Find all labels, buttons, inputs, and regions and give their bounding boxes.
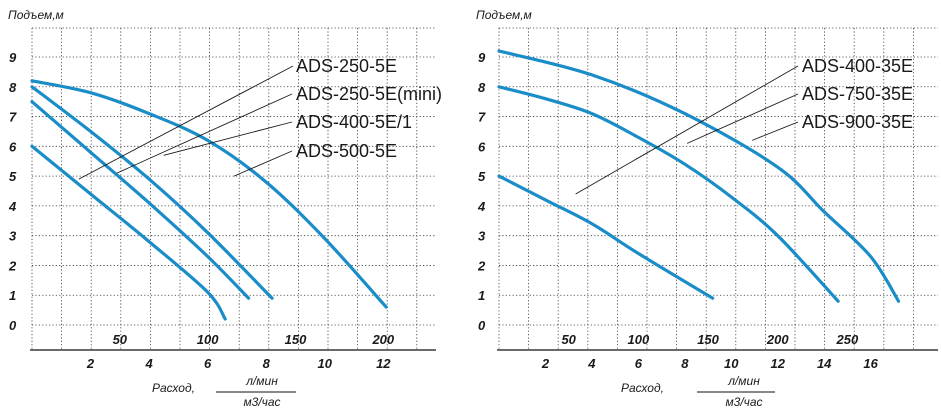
x-tick-label-m3h: 4	[587, 356, 596, 371]
series-label: ADS-400-5E/1	[296, 112, 412, 132]
y-axis-title: Подъем,м	[476, 8, 532, 22]
leader-line	[163, 121, 293, 156]
x-tick-label-m3h: 2	[541, 356, 550, 371]
y-tick-label: 1	[9, 288, 16, 303]
y-tick-label: 5	[9, 169, 17, 184]
y-axis-title: Подъем,м	[8, 8, 64, 22]
series-curve-ADS-900-35E	[497, 49, 901, 303]
x-unit-m3h: м3/час	[725, 395, 762, 409]
y-tick-label: 8	[478, 80, 486, 95]
x-tick-label-lmin: 50	[113, 332, 128, 347]
x-tick-label-m3h: 6	[635, 356, 643, 371]
series-curve-ADS-750-35E	[497, 85, 840, 303]
x-tick-label-lmin: 200	[766, 332, 789, 347]
x-axis-title: Расход,	[152, 381, 195, 395]
series-label: ADS-750-35E	[802, 84, 913, 104]
y-tick-label: 8	[9, 80, 17, 95]
series-label: ADS-400-35E	[802, 56, 913, 76]
y-tick-label: 3	[9, 229, 17, 244]
x-tick-label-m3h: 10	[724, 356, 739, 371]
series-curve-ADS-400-5E/1	[30, 85, 274, 300]
x-tick-label-m3h: 8	[681, 356, 689, 371]
x-tick-label-m3h: 10	[318, 356, 333, 371]
leader-line	[752, 121, 799, 141]
x-unit-lmin: л/мин	[727, 374, 760, 388]
x-unit-m3h: м3/час	[243, 395, 280, 409]
y-tick-label: 2	[477, 258, 486, 273]
leader-line	[78, 65, 294, 180]
y-tick-label: 0	[9, 318, 17, 333]
x-tick-label-lmin: 150	[697, 332, 719, 347]
series-curve-ADS-500-5E	[30, 79, 388, 309]
x-tick-label-lmin: 200	[371, 332, 394, 347]
x-tick-label-lmin: 250	[836, 332, 859, 347]
x-axis-title: Расход,	[621, 381, 664, 395]
y-tick-label: 7	[9, 110, 17, 125]
y-tick-label: 5	[478, 169, 486, 184]
series-curve-ADS-250-5E	[30, 144, 227, 321]
leader-line	[233, 150, 293, 177]
x-tick-label-m3h: 12	[770, 356, 785, 371]
series-curve-ADS-250-5E(mini)	[30, 100, 251, 300]
x-tick-label-lmin: 100	[628, 332, 650, 347]
series-label: ADS-250-5E	[296, 56, 397, 76]
y-tick-label: 7	[478, 110, 486, 125]
leader-line	[116, 93, 293, 174]
x-tick-label-lmin: 150	[285, 332, 307, 347]
y-tick-label: 0	[478, 318, 486, 333]
y-tick-label: 9	[9, 50, 17, 65]
x-tick-label-m3h: 16	[863, 356, 878, 371]
y-tick-label: 4	[8, 199, 17, 214]
series-label: ADS-500-5E	[296, 141, 397, 161]
series-label: ADS-250-5E(mini)	[296, 84, 442, 104]
y-tick-label: 6	[9, 139, 17, 154]
y-tick-label: 4	[477, 199, 486, 214]
y-tick-label: 2	[8, 258, 17, 273]
grid	[498, 27, 938, 350]
x-tick-label-lmin: 100	[197, 332, 219, 347]
x-tick-label-m3h: 4	[144, 356, 153, 371]
leader-line	[575, 65, 799, 195]
y-tick-label: 3	[478, 229, 486, 244]
x-tick-label-lmin: 50	[561, 332, 576, 347]
x-tick-label-m3h: 12	[376, 356, 391, 371]
x-tick-label-m3h: 2	[86, 356, 95, 371]
x-tick-label-m3h: 6	[204, 356, 212, 371]
series-curve-ADS-400-35E	[497, 174, 715, 300]
series-label: ADS-900-35E	[802, 112, 913, 132]
y-tick-label: 9	[478, 50, 486, 65]
grid	[31, 27, 436, 350]
x-unit-lmin: л/мин	[245, 374, 278, 388]
x-tick-label-m3h: 14	[817, 356, 832, 371]
y-tick-label: 6	[478, 139, 486, 154]
leader-line	[686, 93, 799, 144]
y-tick-label: 1	[478, 288, 485, 303]
x-tick-label-m3h: 8	[263, 356, 271, 371]
